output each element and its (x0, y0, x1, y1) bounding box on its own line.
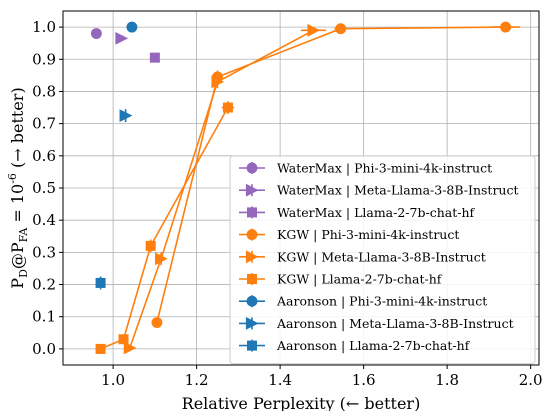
data-point (335, 23, 347, 35)
legend-item: KGW | Phi-3-mini-4k-instruct (239, 227, 459, 242)
x-axis-label: Relative Perplexity (← better) (182, 394, 421, 411)
y-tick-label: 1.0 (32, 18, 56, 36)
legend: WaterMax | Phi-3-mini-4k-instruct WaterMa… (229, 155, 536, 365)
legend-marker (247, 274, 257, 284)
x-tick-label: 1.0 (101, 371, 125, 389)
legend-label: WaterMax | Phi-3-mini-4k-instruct (277, 161, 492, 176)
legend-item: WaterMax | Phi-3-mini-4k-instruct (239, 161, 492, 176)
legend-item: KGW | Llama-2-7b-chat-hf (239, 272, 443, 287)
legend-item: Aaronson | Phi-3-mini-4k-instruct (239, 294, 487, 309)
y-tick-label: 0.2 (32, 276, 56, 294)
y-tick-label: 0.0 (32, 340, 56, 358)
series-9 (95, 276, 106, 290)
legend-marker (247, 340, 257, 351)
y-axis-label-part: = 10 (8, 184, 27, 228)
legend-marker (246, 295, 258, 307)
series-5 (123, 23, 327, 355)
series-1 (90, 28, 102, 39)
legend-marker (246, 229, 258, 241)
data-point (151, 317, 163, 328)
legend-item: WaterMax | Meta-Llama-3-8B-Instruct (239, 183, 519, 198)
y-axis-label-part: @P (8, 242, 27, 269)
series-line (129, 29, 314, 349)
x-tick-label: 1.2 (185, 371, 209, 389)
legend-label: KGW | Meta-Llama-3-8B-Instruct (277, 249, 486, 264)
data-point (149, 52, 160, 63)
legend-marker (246, 162, 258, 174)
data-point (307, 23, 321, 37)
data-point (115, 31, 129, 45)
legend-marker (245, 317, 259, 330)
y-axis-label-part: -6 (6, 173, 19, 184)
y-tick-label: 0.1 (32, 308, 56, 326)
data-point (123, 341, 137, 355)
x-tick-label: 1.8 (435, 371, 459, 389)
legend-item: KGW | Meta-Llama-3-8B-Instruct (239, 249, 486, 264)
legend-label: KGW | Phi-3-mini-4k-instruct (277, 227, 459, 242)
y-tick-label: 0.8 (32, 82, 56, 100)
data-point (95, 343, 106, 354)
data-point (155, 252, 168, 266)
data-point (211, 75, 225, 89)
data-point (145, 240, 156, 251)
y-tick-label: 0.5 (32, 179, 56, 197)
y-axis-label-part: FA (17, 227, 30, 243)
legend-marker (247, 207, 257, 218)
y-tick-label: 0.7 (32, 115, 56, 133)
series-layer (90, 21, 521, 355)
legend-item: WaterMax | Llama-2-7b-chat-hf (239, 205, 476, 220)
series-2 (115, 31, 129, 45)
data-point (500, 21, 512, 33)
x-tick-label: 2.0 (519, 371, 543, 389)
legend-marker (245, 250, 259, 264)
data-point (90, 28, 102, 39)
series-8 (119, 109, 133, 123)
y-tick-label: 0.4 (32, 211, 56, 229)
y-axis-label-part: D (17, 269, 30, 278)
legend-label: Aaronson | Meta-Llama-3-8B-Instruct (276, 316, 514, 331)
y-axis-label-part: (→ better) (8, 87, 27, 173)
data-point (95, 277, 106, 288)
y-axis-label: PD@PFA = 10-6 (→ better) (6, 87, 30, 288)
series-6 (95, 101, 235, 354)
y-tick-label: 0.3 (32, 243, 56, 261)
series-line (100, 107, 229, 350)
x-tick-label: 1.6 (352, 371, 376, 389)
data-point (118, 334, 129, 345)
legend-label: Aaronson | Phi-3-mini-4k-instruct (276, 294, 487, 309)
series-3 (149, 52, 160, 63)
series-7 (126, 21, 138, 33)
legend-label: WaterMax | Meta-Llama-3-8B-Instruct (277, 183, 519, 198)
x-tick-label: 1.4 (268, 371, 292, 389)
y-tick-label: 0.6 (32, 147, 56, 165)
legend-box (229, 155, 536, 365)
data-point (126, 21, 138, 33)
legend-label: WaterMax | Llama-2-7b-chat-hf (277, 205, 476, 220)
legend-item: Aaronson | Meta-Llama-3-8B-Instruct (239, 316, 514, 331)
legend-label: Aaronson | Llama-2-7b-chat-hf (276, 338, 471, 353)
y-tick-label: 0.9 (32, 50, 56, 68)
series-line (156, 26, 506, 323)
legend-label: KGW | Llama-2-7b-chat-hf (277, 272, 443, 287)
ticks: 1.0 1.2 1.4 1.6 1.8 2.0 0.0 0.1 0.2 0.3 0.4 0.5 0.6 0… (32, 18, 542, 389)
y-axis-label-part: P (8, 278, 27, 289)
legend-marker (245, 183, 259, 197)
legend-item: Aaronson | Llama-2-7b-chat-hf (239, 338, 471, 353)
data-point (222, 102, 233, 113)
data-point (119, 109, 133, 122)
